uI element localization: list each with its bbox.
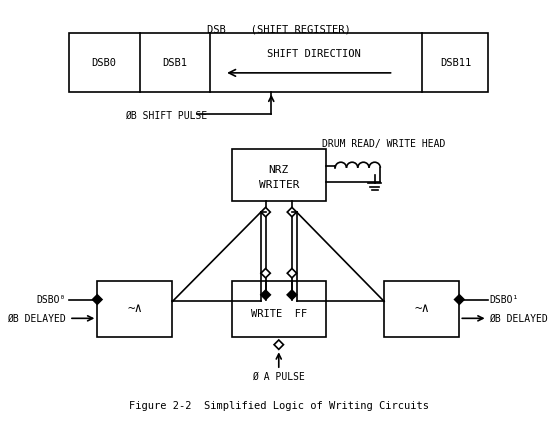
Polygon shape (287, 268, 297, 278)
Polygon shape (287, 290, 297, 299)
Bar (232, 149, 326, 201)
Text: DSB0: DSB0 (91, 58, 116, 68)
Bar (232, 281, 326, 337)
Polygon shape (287, 207, 297, 217)
Polygon shape (261, 268, 270, 278)
Bar (69, 33, 489, 92)
Text: DSB    (SHIFT REGISTER): DSB (SHIFT REGISTER) (207, 25, 351, 35)
Text: Ø A PULSE: Ø A PULSE (252, 371, 305, 382)
Text: ~∧: ~∧ (127, 302, 142, 315)
Text: NRZ: NRZ (269, 165, 289, 175)
Polygon shape (261, 290, 270, 299)
Polygon shape (92, 295, 102, 304)
Text: DRUM READ/ WRITE HEAD: DRUM READ/ WRITE HEAD (322, 139, 446, 150)
Bar (97, 281, 172, 337)
Text: DSBO⁰: DSBO⁰ (37, 294, 66, 305)
Polygon shape (261, 207, 270, 217)
Text: ~∧: ~∧ (414, 302, 429, 315)
Text: ØB DELAYED: ØB DELAYED (489, 314, 548, 323)
Text: WRITE  FF: WRITE FF (251, 308, 307, 319)
Text: DSB1: DSB1 (162, 58, 187, 68)
Text: ØB DELAYED: ØB DELAYED (7, 314, 66, 323)
Polygon shape (274, 340, 284, 349)
Text: Figure 2-2  Simplified Logic of Writing Circuits: Figure 2-2 Simplified Logic of Writing C… (129, 401, 429, 411)
Bar (384, 281, 459, 337)
Text: ØB SHIFT PULSE: ØB SHIFT PULSE (126, 111, 208, 121)
Text: DSBO¹: DSBO¹ (489, 294, 519, 305)
Polygon shape (455, 295, 464, 304)
Text: WRITER: WRITER (259, 180, 299, 190)
Text: SHIFT DIRECTION: SHIFT DIRECTION (267, 49, 360, 59)
Text: DSB11: DSB11 (440, 58, 471, 68)
